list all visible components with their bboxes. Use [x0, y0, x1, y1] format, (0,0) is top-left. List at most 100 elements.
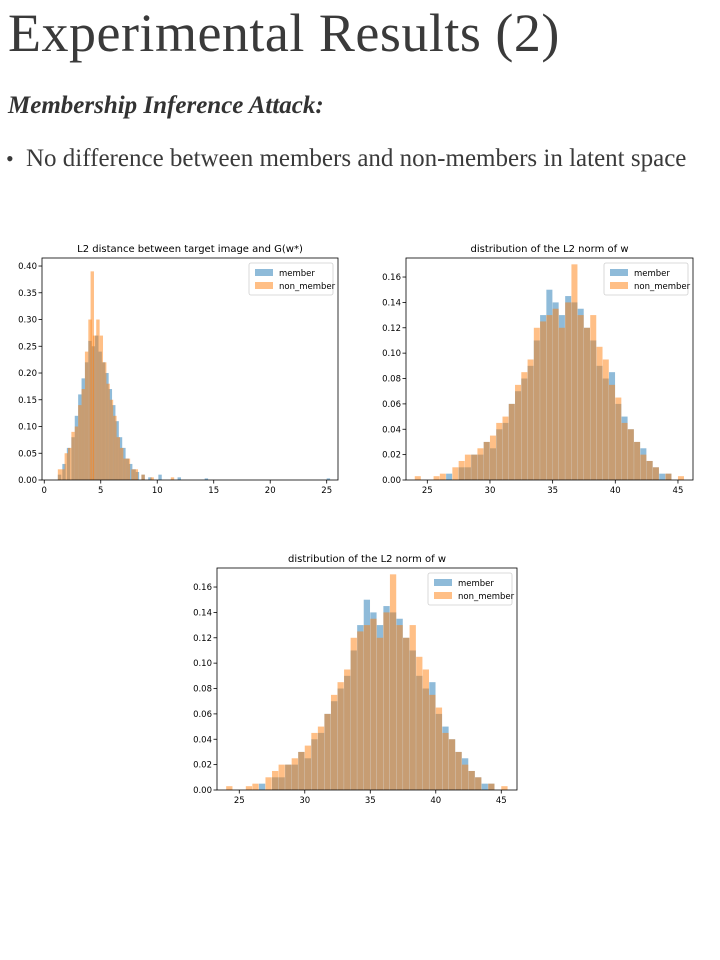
legend-swatch-non-member	[434, 592, 452, 599]
histogram-bar-non-member	[515, 384, 522, 480]
histogram-bar-non-member	[583, 327, 590, 480]
y-tick-label: 0.10	[193, 659, 212, 669]
histogram-bar-member	[204, 478, 209, 480]
histogram-bar-non-member	[546, 315, 553, 480]
y-tick-label: 0.40	[18, 262, 37, 272]
histogram-bar-non-member	[540, 321, 547, 480]
legend-swatch-member	[610, 269, 628, 276]
histogram-bar-non-member	[433, 476, 440, 480]
histogram-bar-non-member	[590, 315, 597, 480]
histogram-bar-non-member	[646, 460, 653, 480]
histogram-bar-non-member	[81, 389, 85, 480]
histogram-bar-non-member	[422, 669, 429, 790]
plot-frame	[405, 257, 694, 481]
slide-subtitle: Membership Inference Attack:	[8, 92, 324, 119]
y-tick-label: 0.35	[18, 289, 37, 299]
chart-title: distribution of the L2 norm of w	[471, 244, 629, 255]
y-tick-label: 0.06	[382, 400, 401, 410]
histogram-bar-non-member	[141, 474, 145, 480]
histogram-bar-non-member	[61, 469, 65, 480]
histogram-bar-non-member	[370, 618, 377, 790]
histogram-bar-non-member	[350, 637, 357, 790]
histogram-bar-non-member	[609, 384, 616, 480]
histogram-bar-non-member	[344, 669, 351, 790]
x-tick-label: 0	[42, 486, 47, 496]
legend-label: non_member	[458, 592, 515, 602]
y-tick-label: 0.10	[382, 349, 401, 359]
legend-label: non_member	[634, 282, 691, 292]
histogram-bar-non-member	[677, 476, 684, 480]
plot-frame	[216, 567, 518, 791]
histogram-bar-non-member	[106, 383, 110, 480]
histogram-bar-non-member	[226, 786, 233, 790]
legend-swatch-member	[255, 269, 273, 276]
histogram-bar-non-member	[533, 327, 540, 480]
histogram-bar-member	[446, 473, 453, 480]
histogram-bar-non-member	[311, 732, 318, 790]
histogram-bar-non-member	[429, 694, 436, 790]
histogram-bar-non-member	[90, 271, 94, 480]
histogram-bar-non-member	[471, 454, 478, 480]
x-tick-label: 25	[321, 486, 332, 496]
histogram-bar-non-member	[439, 473, 446, 480]
y-tick-label: 0.16	[193, 583, 212, 593]
histogram-bar-non-member	[150, 477, 154, 480]
histogram-bar-non-member	[596, 346, 603, 480]
histogram-bar-non-member	[84, 351, 89, 480]
histogram-l2-distance: L2 distance between target image and G(w…	[18, 244, 339, 496]
legend-label: member	[279, 269, 315, 279]
x-tick-label: 35	[365, 796, 376, 806]
histogram-bar-member	[148, 477, 152, 480]
histogram-bar-non-member	[123, 458, 127, 480]
histogram-bar-non-member	[475, 777, 482, 790]
histogram-bar-non-member	[92, 335, 97, 480]
histogram-l2-norm-w-bottom: distribution of the L2 norm of w 25 30 35 40…	[193, 554, 518, 806]
histogram-bar-non-member	[291, 758, 298, 790]
bars-group	[57, 271, 331, 480]
histogram-bar-non-member	[615, 397, 622, 480]
histogram-bar-non-member	[109, 399, 114, 480]
histogram-bar-non-member	[464, 454, 471, 480]
histogram-bar-non-member	[96, 319, 100, 480]
y-tick-label: 0.02	[193, 761, 212, 771]
chart-title: distribution of the L2 norm of w	[288, 554, 446, 565]
histogram-bar-non-member	[363, 625, 371, 790]
y-tick-label: 0.12	[382, 324, 401, 334]
y-tick-label: 0.00	[18, 476, 37, 486]
histogram-bar-non-member	[448, 739, 456, 790]
histogram-bar-non-member	[324, 713, 331, 790]
histogram-bar-non-member	[265, 777, 272, 790]
histogram-bar-non-member	[521, 372, 528, 480]
y-tick-label: 0.00	[193, 786, 212, 796]
histogram-bar-non-member	[452, 467, 459, 480]
histogram-bar-non-member	[389, 574, 397, 790]
x-tick-label: 35	[547, 486, 558, 496]
histogram-bar-non-member	[409, 625, 416, 790]
histogram-bar-non-member	[665, 473, 672, 480]
y-tick-label: 0.14	[382, 298, 401, 308]
histogram-bar-non-member	[337, 682, 344, 790]
histogram-bar-non-member	[278, 764, 285, 790]
legend-swatch-non-member	[255, 282, 273, 289]
histogram-bar-non-member	[489, 435, 496, 480]
histogram-bar-non-member	[170, 477, 175, 480]
x-tick-label: 20	[265, 486, 276, 496]
histogram-bar-member	[258, 783, 266, 790]
histogram-bar-member	[659, 473, 666, 480]
histogram-bar-member	[177, 477, 181, 480]
histogram-bar-non-member	[252, 783, 259, 790]
histogram-bar-non-member	[113, 415, 117, 480]
legend-swatch-member	[434, 579, 452, 586]
histogram-bar-non-member	[88, 319, 92, 480]
histogram-bar-non-member	[414, 476, 421, 480]
histogram-bar-member	[481, 783, 488, 790]
histogram-bar-non-member	[357, 631, 364, 790]
histogram-bar-non-member	[496, 422, 503, 480]
histogram-bar-non-member	[488, 783, 495, 790]
y-tick-label: 0.20	[18, 369, 37, 379]
histogram-bar-member	[128, 463, 133, 480]
y-tick-label: 0.25	[18, 342, 37, 352]
histogram-bar-non-member	[67, 447, 72, 480]
x-tick-label: 15	[208, 486, 219, 496]
x-tick-label: 5	[98, 486, 103, 496]
